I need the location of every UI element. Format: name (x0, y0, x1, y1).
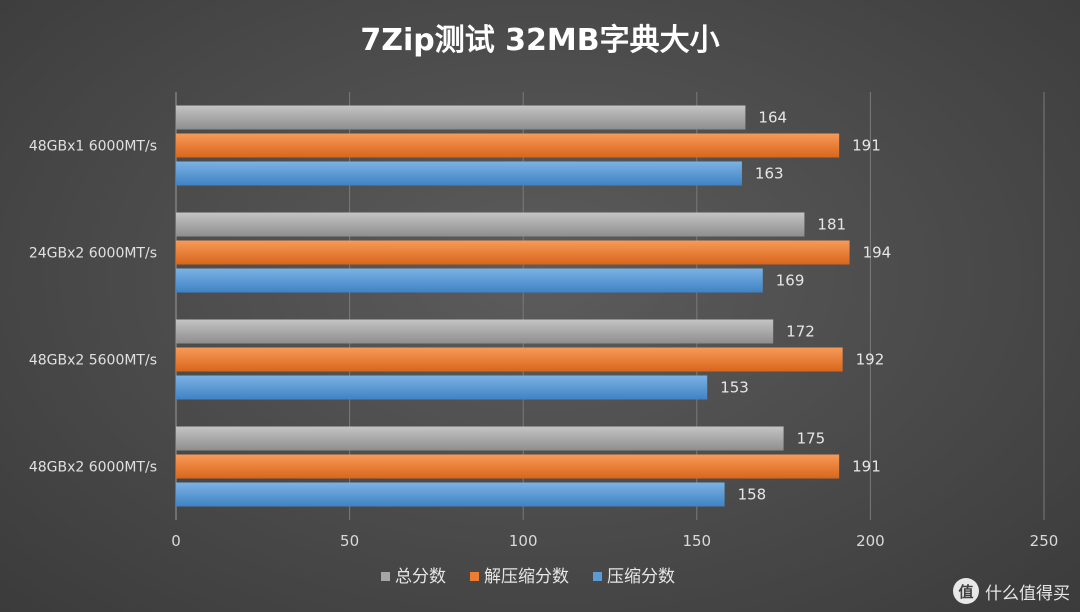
bar (176, 426, 784, 451)
legend-label: 总分数 (395, 567, 446, 587)
bars (176, 105, 850, 507)
legend-label: 压缩分数 (607, 567, 675, 587)
bar (176, 133, 840, 158)
watermark-logo-icon: 值 (953, 578, 979, 604)
data-label: 172 (786, 323, 815, 341)
bar (176, 212, 805, 237)
x-tick-label: 150 (682, 532, 711, 550)
data-label: 158 (738, 486, 767, 504)
legend: 总分数 解压缩分数 压缩分数 (381, 567, 675, 587)
bar (176, 347, 843, 372)
category-label: 48GBx1 6000MT/s (29, 139, 157, 155)
x-tick-label: 250 (1030, 532, 1059, 550)
x-tick-label: 50 (340, 532, 359, 550)
bar (176, 454, 840, 479)
data-label: 175 (797, 430, 826, 448)
data-label: 192 (856, 351, 885, 369)
legend-swatch (381, 572, 390, 581)
bar (176, 375, 708, 400)
legend-swatch (593, 572, 602, 581)
legend-label: 解压缩分数 (484, 567, 569, 587)
data-label: 169 (776, 272, 805, 290)
bar (176, 105, 746, 130)
watermark-text: 什么值得买 (985, 583, 1070, 604)
data-label: 194 (863, 244, 892, 262)
watermark: 值 什么值得买 (953, 578, 1070, 604)
data-label: 164 (758, 109, 787, 127)
category-label: 48GBx2 5600MT/s (29, 353, 157, 369)
x-tick-label: 100 (509, 532, 538, 550)
category-label: 24GBx2 6000MT/s (29, 246, 157, 262)
x-tick-label: 200 (856, 532, 885, 550)
labels: 0 50 100 150 200 250 48GBx1 6000MT/s 164 191 163 2… (29, 109, 1059, 551)
category-label: 48GBx2 6000MT/s (29, 460, 157, 476)
bar (176, 482, 725, 507)
chart-title: 7Zip测试 32MB字典大小 (360, 23, 719, 58)
data-label: 191 (852, 137, 881, 155)
data-label: 163 (755, 165, 784, 183)
bar (176, 319, 774, 344)
x-tick-label: 0 (171, 532, 181, 550)
bar (176, 268, 763, 293)
data-label: 191 (852, 458, 881, 476)
bar (176, 240, 850, 265)
data-label: 181 (817, 216, 846, 234)
data-label: 153 (720, 379, 749, 397)
legend-swatch (470, 572, 479, 581)
bar (176, 161, 742, 186)
